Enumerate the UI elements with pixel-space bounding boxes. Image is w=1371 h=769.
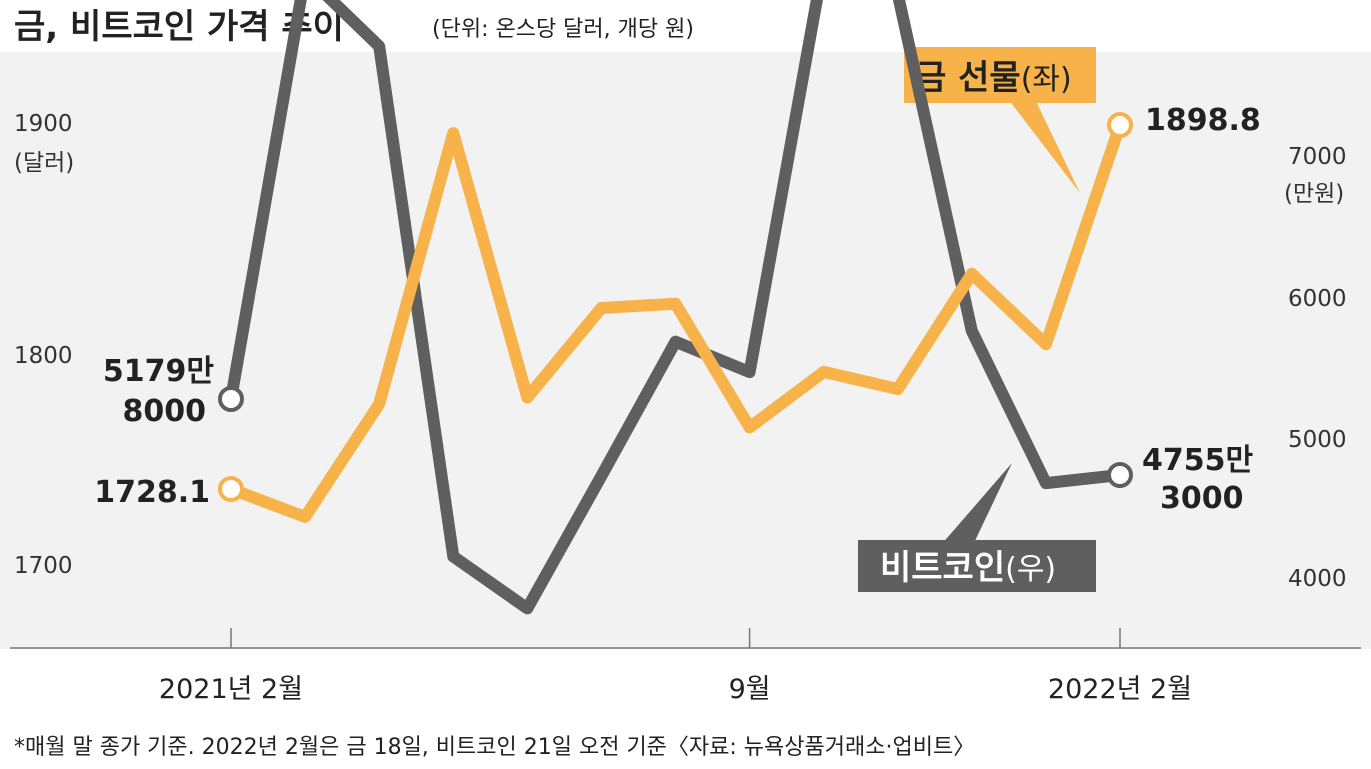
- bitcoin-point-2021-02: [218, 386, 244, 412]
- series-layer: [218, 0, 1133, 615]
- gold-legend-box: [904, 47, 1096, 103]
- gold-series-line: [228, 123, 1126, 523]
- bitcoin-legend-box: [858, 540, 1096, 592]
- right-tick-5000: 5000: [1288, 427, 1347, 453]
- bitcoin-start-label-line1: 5179만: [103, 354, 214, 389]
- bitcoin-end-label-line1: 4755만: [1142, 443, 1253, 478]
- x-tick-label-9월: 9월: [729, 674, 771, 705]
- left-axis-unit: (달러): [14, 150, 74, 176]
- left-tick-1700: 1700: [14, 553, 73, 579]
- bitcoin-legend-label: 비트코인(우): [880, 548, 1056, 588]
- left-tick-1900: 1900: [14, 111, 73, 137]
- bitcoin-start-label-line2: 8000: [123, 394, 207, 429]
- gold-callout-pointer: [1005, 95, 1080, 193]
- x-axis-ticks: 2021년 2월 9월 2022년 2월: [159, 628, 1192, 705]
- bitcoin-end-label-line2: 3000: [1160, 481, 1244, 516]
- bitcoin-point-2022-02: [1107, 462, 1133, 488]
- gold-point-2022-02: [1107, 112, 1133, 138]
- gold-start-label: 1728.1: [94, 475, 210, 510]
- right-tick-6000: 6000: [1288, 286, 1347, 312]
- chart-subtitle: (단위: 온스당 달러, 개당 원): [432, 17, 694, 42]
- left-axis: 1900 (달러) 1800 1700: [14, 111, 74, 579]
- gold-legend-label: 금 선물(좌): [915, 58, 1072, 98]
- left-tick-1800: 1800: [14, 343, 73, 369]
- legend-callouts: 금 선물(좌) 비트코인(우): [858, 47, 1096, 592]
- right-axis: 7000 (만원) 6000 5000 4000: [1284, 144, 1347, 592]
- bitcoin-series-line: [225, 0, 1121, 615]
- right-axis-unit: (만원): [1284, 181, 1344, 207]
- right-tick-4000: 4000: [1288, 566, 1347, 592]
- bitcoin-callout-pointer: [941, 463, 1012, 545]
- x-tick-label-2021년-2월: 2021년 2월: [159, 674, 303, 705]
- x-tick-label-2022년-2월: 2022년 2월: [1048, 674, 1192, 705]
- right-tick-7000: 7000: [1288, 144, 1347, 170]
- gold-point-2021-02: [218, 476, 244, 502]
- footnote: *매월 말 종가 기준. 2022년 2월은 금 18일, 비트코인 21일 오…: [14, 735, 975, 760]
- gold-end-label: 1898.8: [1145, 103, 1261, 138]
- end-labels: 5179만 8000 1728.1 1898.8 4755만 3000: [94, 103, 1261, 516]
